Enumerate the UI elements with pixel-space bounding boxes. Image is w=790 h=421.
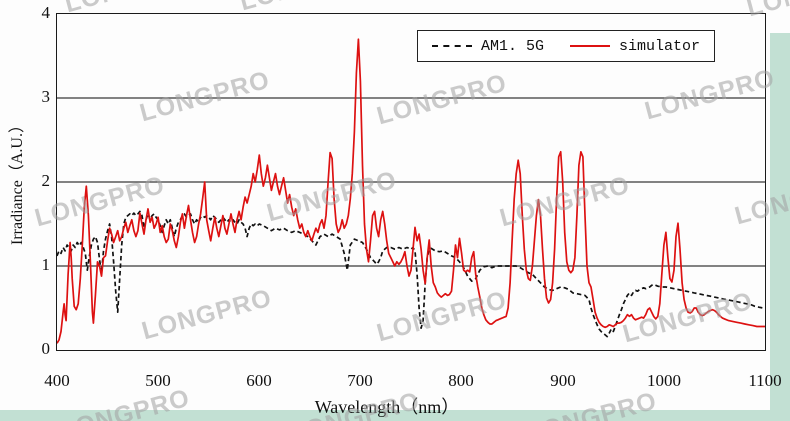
y-axis-title: Irradiance（A.U.） (9, 117, 26, 245)
x-tick-1000: 1000 (647, 371, 681, 390)
am15g-dashed-line-sample (431, 45, 472, 47)
y-tick-4: 4 (41, 3, 51, 22)
spectrum-chart (57, 38, 765, 344)
x-axis-title: Wavelength（nm） (314, 397, 460, 417)
x-tick-600: 600 (246, 371, 272, 390)
y-tick-2: 2 (41, 171, 51, 190)
legend: AM1. 5G simulator (417, 30, 715, 62)
y-tick-1: 1 (41, 255, 51, 274)
legend-item-simulator: simulator (570, 38, 700, 55)
x-tick-400: 400 (44, 371, 70, 390)
page-edge-right (770, 33, 790, 421)
x-tick-500: 500 (145, 371, 171, 390)
x-tick-1100: 1100 (748, 371, 782, 390)
y-tick-0: 0 (41, 339, 51, 358)
x-tick-700: 700 (347, 371, 373, 390)
legend-label-am15g: AM1. 5G (480, 37, 544, 55)
y-tick-3: 3 (41, 87, 51, 106)
x-tick-800: 800 (448, 371, 474, 390)
legend-item-am15g: AM1. 5G (431, 37, 544, 55)
simulator-solid-line-sample (570, 45, 610, 47)
plot-area: AM1. 5G simulator (56, 13, 766, 351)
x-tick-900: 900 (550, 371, 576, 390)
legend-label-simulator: simulator (619, 37, 701, 55)
page-edge-bottom (0, 410, 790, 421)
